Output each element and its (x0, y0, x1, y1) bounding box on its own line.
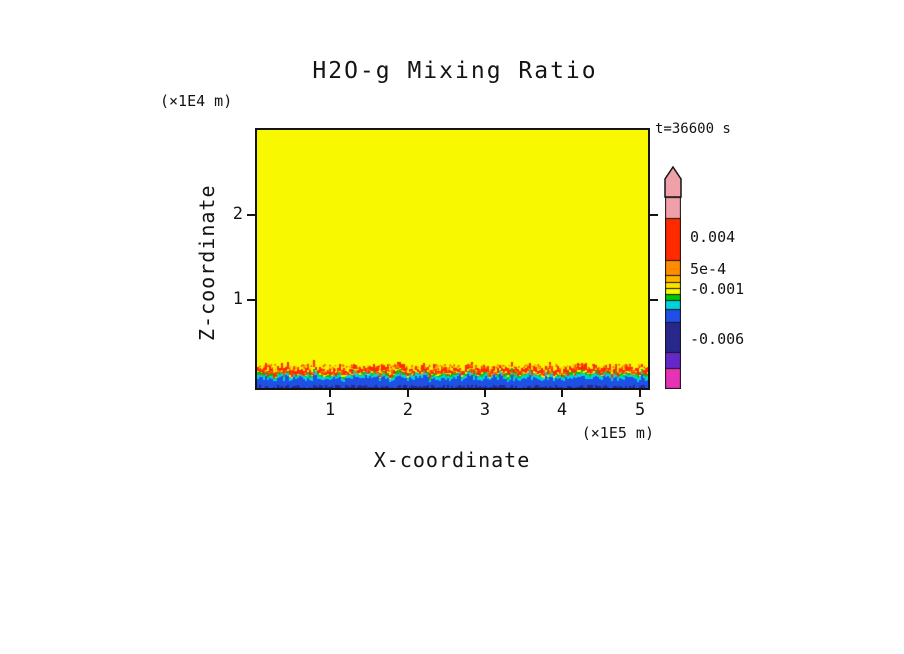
x-tick-mark (329, 390, 332, 397)
x-tick-mark (560, 390, 563, 397)
colorbar-label: 0.004 (690, 228, 736, 246)
colorbar-label: 5e-4 (690, 260, 727, 278)
plot-area (255, 128, 650, 390)
x-tick-mark (406, 390, 409, 397)
x-tick-mark (483, 390, 486, 397)
x-tick-label: 4 (556, 400, 568, 420)
y-axis-label: Z-coordinate (195, 184, 219, 342)
y-tick-label: 1 (232, 289, 243, 310)
x-axis-unit-label: (×1E5 m) (581, 424, 654, 442)
colorbar-label: -0.001 (690, 280, 745, 298)
y-tick-mark-right (650, 299, 658, 302)
x-tick-label: 5 (635, 400, 646, 420)
y-tick-label: 2 (232, 203, 243, 224)
x-tick-label: 1 (324, 400, 336, 420)
colorbar-scale (665, 197, 681, 389)
heatmap-field (257, 130, 648, 388)
colorbar-arrow-icon (664, 166, 682, 198)
x-tick-label: 2 (402, 400, 414, 420)
x-axis-label: X-coordinate (373, 448, 531, 472)
y-axis-unit-label: (×1E4 m) (160, 92, 233, 110)
x-tick-mark (639, 390, 642, 397)
y-tick-mark (247, 213, 255, 216)
chart-title: H2O-g Mixing Ratio (312, 58, 598, 84)
time-annotation: t=36600 s (655, 121, 731, 137)
x-tick-label: 3 (479, 400, 491, 420)
colorbar-label: -0.006 (690, 330, 745, 348)
y-tick-mark-right (650, 213, 658, 216)
y-tick-mark (247, 299, 255, 302)
